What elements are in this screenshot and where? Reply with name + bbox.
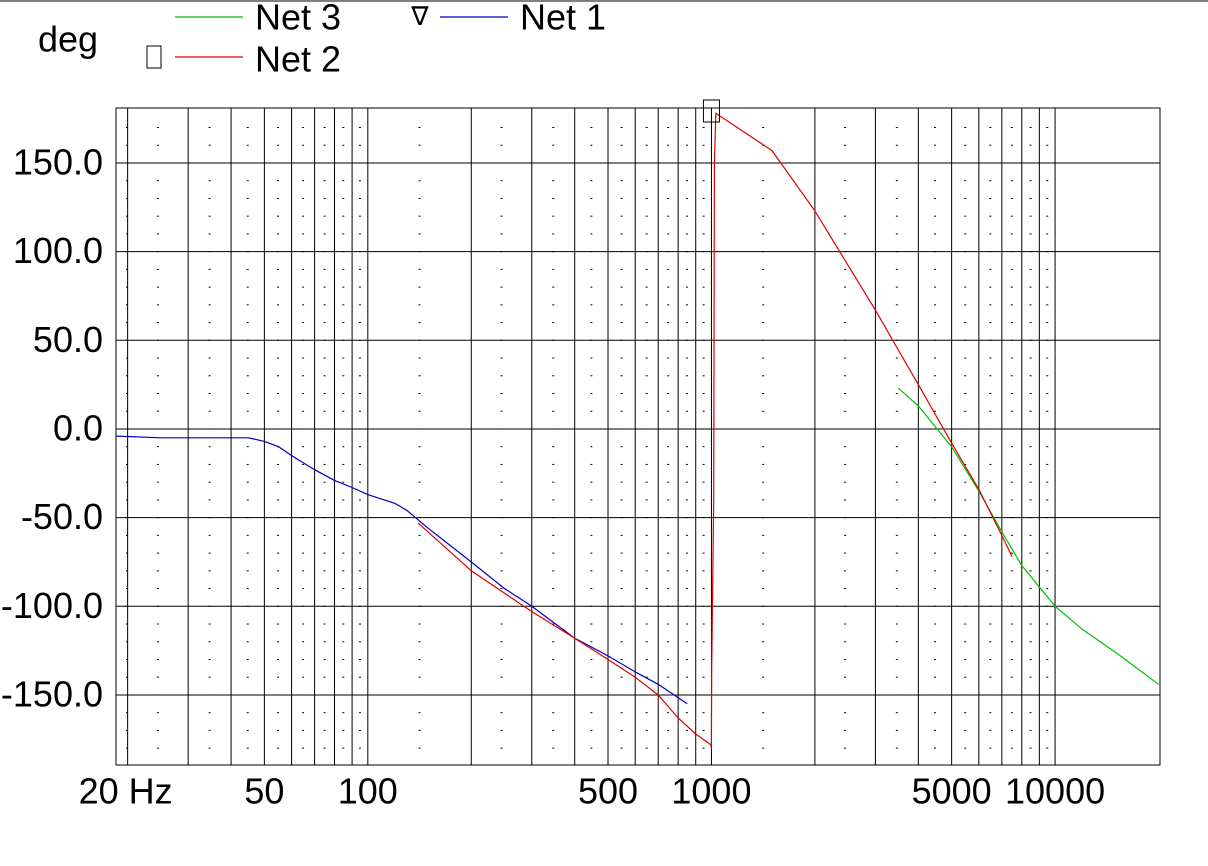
y-tick-label: 100.0 [13, 230, 103, 271]
series-line [898, 387, 1159, 685]
y-tick-label: 0.0 [53, 407, 103, 448]
y-tick-label: -150.0 [1, 673, 103, 714]
legend-label: Net 3 [255, 0, 341, 38]
y-axis-label: deg [38, 19, 98, 60]
legend-label: Net 2 [255, 39, 341, 80]
legend-label: Net 1 [520, 0, 606, 38]
legend-marker: ∇ [410, 1, 429, 31]
x-tick-label: 5000 [912, 771, 992, 812]
x-tick-label: 1000 [671, 771, 751, 812]
series-line [417, 112, 1013, 749]
x-tick-label: 500 [578, 771, 638, 812]
series-line [115, 435, 688, 705]
legend: ∇ Net 3 Net 1 Net 2 [146, 0, 606, 80]
x-tick-label: 50 [244, 771, 284, 812]
x-tick-label: 10000 [1005, 771, 1105, 812]
legend-marker [146, 45, 162, 69]
x-tick-label: 20 Hz [79, 771, 173, 812]
y-tick-label: -100.0 [1, 585, 103, 626]
y-tick-label: -50.0 [21, 496, 103, 537]
x-tick-label: 100 [338, 771, 398, 812]
cursor-marker [702, 99, 720, 123]
plot-frame [115, 107, 1161, 766]
y-tick-label: 50.0 [33, 319, 103, 360]
y-tick-label: 150.0 [13, 141, 103, 182]
